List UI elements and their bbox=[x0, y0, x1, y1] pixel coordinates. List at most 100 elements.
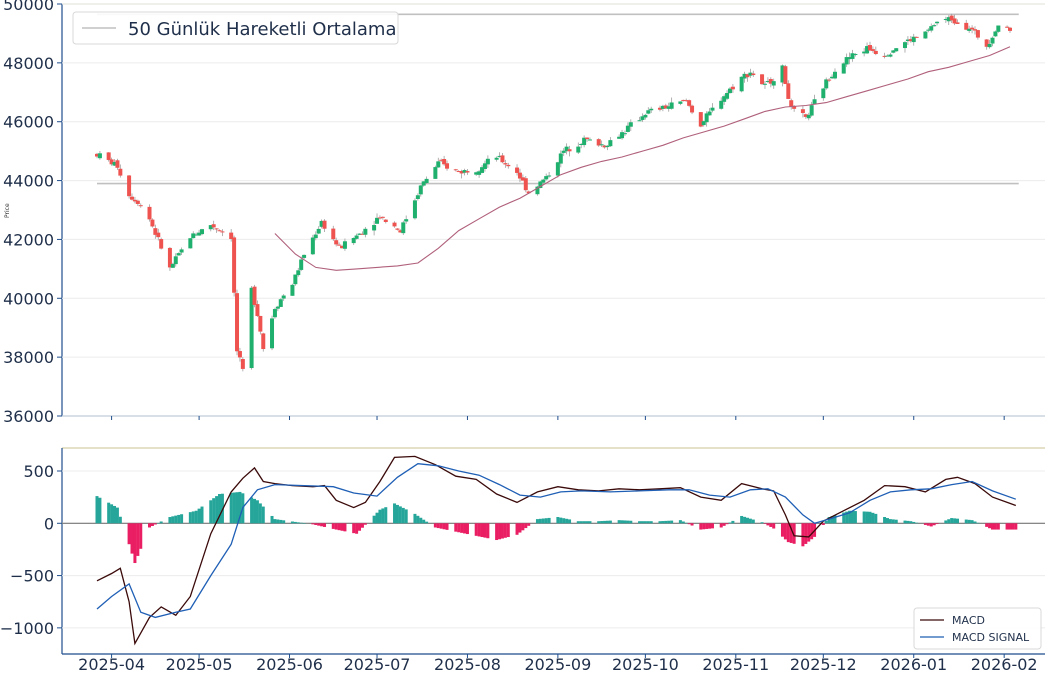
histogram-bar-negative bbox=[498, 523, 502, 540]
histogram-bar-positive bbox=[842, 512, 846, 524]
candle-up bbox=[547, 175, 552, 177]
histogram-bar-positive bbox=[912, 521, 916, 524]
candle-up bbox=[270, 318, 275, 349]
histogram-bar-negative bbox=[772, 523, 776, 529]
candle-up bbox=[891, 50, 896, 53]
candle-up bbox=[375, 217, 380, 224]
candle-down bbox=[465, 171, 470, 173]
candle-down bbox=[439, 159, 444, 161]
histogram-bar-positive bbox=[950, 518, 954, 524]
histogram-bar-positive bbox=[667, 520, 671, 524]
candle-up bbox=[809, 105, 814, 116]
candle-up bbox=[628, 122, 633, 127]
histogram-bar-positive bbox=[684, 522, 688, 524]
histogram-bar-positive bbox=[191, 511, 195, 524]
histogram-bar-positive bbox=[970, 520, 974, 524]
histogram-bar-positive bbox=[827, 517, 831, 524]
histogram-bar-positive bbox=[658, 521, 662, 524]
candle-down bbox=[211, 224, 216, 228]
candle-down bbox=[220, 231, 225, 233]
histogram-bar-positive bbox=[748, 518, 752, 524]
candle-down bbox=[115, 160, 120, 168]
macd-y-tick-label: −1000 bbox=[0, 619, 54, 638]
candle-up bbox=[278, 299, 283, 307]
candle-up bbox=[812, 99, 817, 105]
candle-up bbox=[862, 51, 867, 54]
histogram-bar-positive bbox=[597, 521, 601, 524]
candle-up bbox=[176, 253, 181, 256]
candle-up bbox=[987, 43, 992, 48]
histogram-bar-negative bbox=[926, 523, 930, 526]
histogram-bar-positive bbox=[556, 517, 560, 524]
histogram-bar-positive bbox=[681, 521, 685, 524]
histogram-bar-positive bbox=[404, 509, 408, 524]
histogram-bar-negative bbox=[801, 523, 805, 547]
histogram-bar-positive bbox=[375, 512, 379, 524]
candle-down bbox=[217, 230, 222, 232]
histogram-bar-positive bbox=[909, 521, 913, 524]
histogram-bar-positive bbox=[261, 506, 265, 524]
candle-up bbox=[844, 57, 849, 65]
histogram-bar-negative bbox=[705, 523, 709, 529]
histogram-bar-negative bbox=[139, 523, 143, 549]
candle-up bbox=[620, 132, 625, 139]
histogram-bar-positive bbox=[200, 506, 204, 524]
candle-down bbox=[955, 22, 960, 24]
histogram-bar-positive bbox=[588, 521, 592, 524]
price-y-tick-label: 44000 bbox=[3, 172, 54, 191]
histogram-bar-negative bbox=[133, 523, 137, 564]
histogram-bar-positive bbox=[107, 502, 111, 524]
histogram-bar-negative bbox=[1008, 523, 1012, 530]
candle-down bbox=[882, 55, 887, 57]
candle-down bbox=[255, 304, 260, 317]
histogram-bar-positive bbox=[833, 515, 837, 524]
price-y-tick-label: 36000 bbox=[3, 407, 54, 426]
candle-down bbox=[567, 149, 572, 152]
histogram-bar-positive bbox=[646, 521, 650, 524]
histogram-bar-positive bbox=[888, 519, 892, 524]
candle-up bbox=[302, 254, 307, 258]
histogram-bar-negative bbox=[334, 523, 338, 530]
histogram-bar-positive bbox=[944, 520, 948, 524]
candle-up bbox=[935, 21, 940, 24]
macd-line bbox=[96, 455, 1017, 646]
candle-up bbox=[780, 65, 785, 83]
candle-up bbox=[853, 53, 858, 55]
candle-up bbox=[474, 172, 479, 175]
candle-up bbox=[208, 225, 213, 230]
histogram-bar-negative bbox=[521, 523, 525, 531]
candle-down bbox=[690, 105, 695, 113]
histogram-bar-negative bbox=[495, 523, 499, 541]
histogram-bar-negative bbox=[153, 523, 157, 525]
candle-up bbox=[401, 222, 406, 234]
histogram-bar-positive bbox=[378, 509, 382, 524]
histogram-bar-positive bbox=[670, 520, 674, 524]
histogram-bar-positive bbox=[110, 504, 114, 524]
candle-up bbox=[494, 157, 499, 160]
histogram-bar-positive bbox=[229, 492, 233, 524]
histogram-bar-positive bbox=[544, 518, 548, 524]
macd-y-tick-label: 500 bbox=[23, 462, 54, 481]
candle-down bbox=[380, 216, 385, 218]
histogram-bar-positive bbox=[238, 491, 242, 524]
histogram-bar-negative bbox=[792, 523, 796, 544]
candle-down bbox=[503, 163, 508, 165]
histogram-bar-positive bbox=[955, 518, 959, 524]
candle-up bbox=[865, 46, 870, 54]
histogram-bar-negative bbox=[150, 523, 154, 526]
histogram-bar-negative bbox=[317, 523, 321, 526]
candle-down bbox=[138, 205, 143, 207]
candle-up bbox=[622, 133, 627, 135]
histogram-bar-positive bbox=[290, 521, 294, 524]
candle-down bbox=[261, 333, 266, 350]
histogram-bar-positive bbox=[620, 520, 624, 524]
histogram-bar-negative bbox=[702, 523, 706, 530]
histogram-bar-positive bbox=[947, 519, 951, 524]
histogram-bar-negative bbox=[996, 523, 1000, 530]
histogram-bar-positive bbox=[862, 511, 866, 524]
histogram-bar-positive bbox=[232, 492, 236, 524]
histogram-bar-negative bbox=[480, 523, 484, 538]
histogram-bar-positive bbox=[541, 518, 545, 524]
candle-down bbox=[870, 49, 875, 51]
x-tick-label: 2025-06 bbox=[256, 655, 323, 674]
